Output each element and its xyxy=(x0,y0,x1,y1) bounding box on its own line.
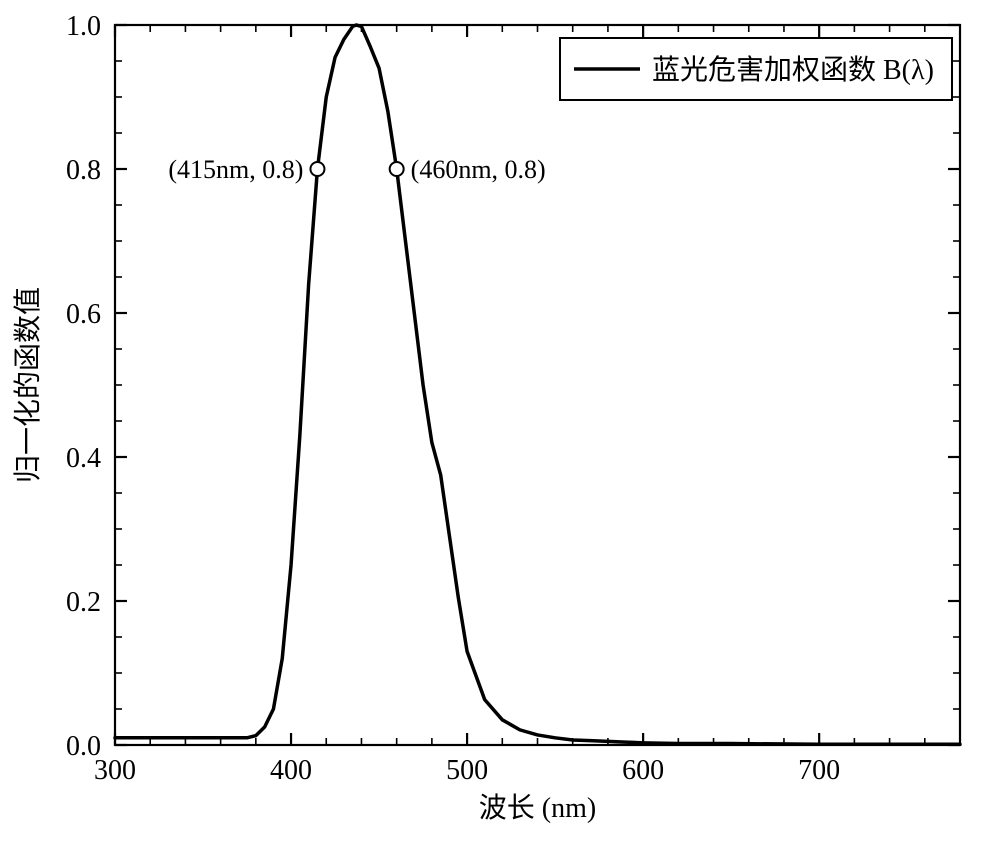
chart-stage: 3004005006007000.00.20.40.60.81.0波长 (nm)… xyxy=(0,0,1000,841)
data-marker xyxy=(390,162,404,176)
y-tick-label: 0.8 xyxy=(66,155,101,186)
data-marker xyxy=(310,162,324,176)
chart-svg: 3004005006007000.00.20.40.60.81.0波长 (nm)… xyxy=(0,0,1000,841)
marker-label: (460nm, 0.8) xyxy=(411,155,546,184)
y-tick-label: 0.0 xyxy=(66,731,101,762)
plot-frame xyxy=(115,25,960,745)
x-tick-label: 500 xyxy=(446,755,488,786)
y-tick-label: 1.0 xyxy=(66,11,101,42)
marker-label: (415nm, 0.8) xyxy=(168,155,303,184)
y-tick-label: 0.6 xyxy=(66,299,101,330)
legend-label: 蓝光危害加权函数 B(λ) xyxy=(652,54,934,86)
series-line xyxy=(115,25,960,744)
x-axis-label: 波长 (nm) xyxy=(479,792,596,824)
x-tick-label: 700 xyxy=(798,755,840,786)
x-tick-label: 400 xyxy=(270,755,312,786)
y-tick-label: 0.2 xyxy=(66,587,101,618)
y-tick-label: 0.4 xyxy=(66,443,101,474)
x-tick-label: 600 xyxy=(622,755,664,786)
y-axis-label: 归一化的函数值 xyxy=(12,287,44,483)
